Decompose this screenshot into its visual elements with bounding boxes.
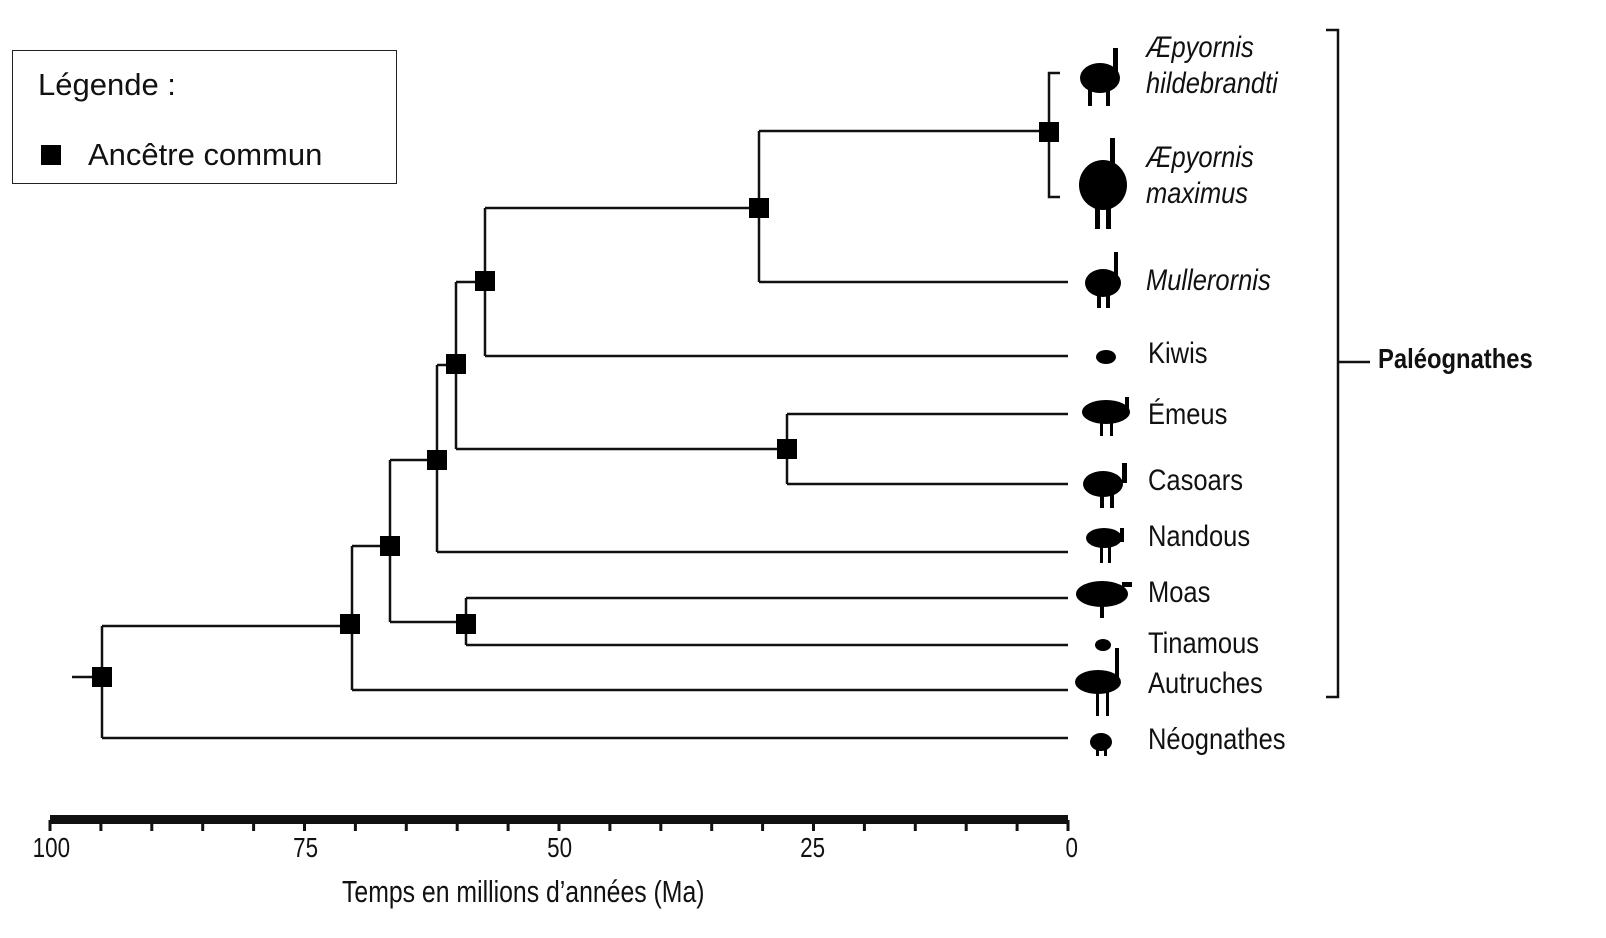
axis-tick-label: 25 [800,832,826,863]
chicken-icon [1090,733,1112,756]
axis-tick-label: 75 [293,832,319,863]
leaf-label: Æpyornis hildebrandti [1146,31,1278,100]
node [456,614,476,634]
bird-silhouettes [1075,48,1132,756]
emu-icon [1082,397,1130,436]
leaf-label: Nandous [1148,520,1251,553]
leaf-label: Néognathes [1148,723,1286,756]
leaf-label: Mullerornis [1146,264,1271,297]
leaf-label: Émeus [1148,398,1228,431]
leaf-label: Autruches [1148,667,1263,700]
legend-box: Légende : Ancêtre commun [12,50,397,184]
axis-tick-label: 50 [547,832,573,863]
rhea-icon [1086,528,1124,563]
node [427,450,447,470]
leaf-label: Casoars [1148,464,1243,497]
node [777,439,797,459]
tinamou-icon [1095,639,1111,651]
node [340,614,360,634]
leaf-label: Æpyornis maximus [1146,141,1254,210]
node-root [92,667,112,687]
node [1039,122,1059,142]
axis-label: Temps en millions d’années (Ma) [342,874,705,909]
node [380,536,400,556]
leaf-label: Kiwis [1148,337,1208,370]
aepyornis-maximus-icon [1079,138,1127,229]
common-ancestor-square-icon [41,145,61,165]
ostrich-icon [1075,648,1121,716]
leaf-label: Tinamous [1148,627,1260,660]
kiwi-icon [1096,350,1116,364]
legend-item-label: Ancêtre commun [88,137,323,172]
axis-tick-label: 100 [32,832,71,863]
time-axis [48,815,1070,831]
moa-icon [1076,581,1132,618]
leaf-label: Moas [1148,576,1211,609]
axis-tick-label: 0 [1065,832,1079,863]
cassowary-icon [1083,463,1127,508]
aepyornis-hildebrandti-icon [1080,48,1120,106]
group-label-paleognathes: Paléognathes [1378,343,1533,374]
legend-title: Légende : [38,67,176,102]
node [475,271,495,291]
common-ancestor-nodes [92,122,1059,687]
node [446,354,466,374]
node [749,198,769,218]
mullerornis-icon [1085,252,1121,308]
